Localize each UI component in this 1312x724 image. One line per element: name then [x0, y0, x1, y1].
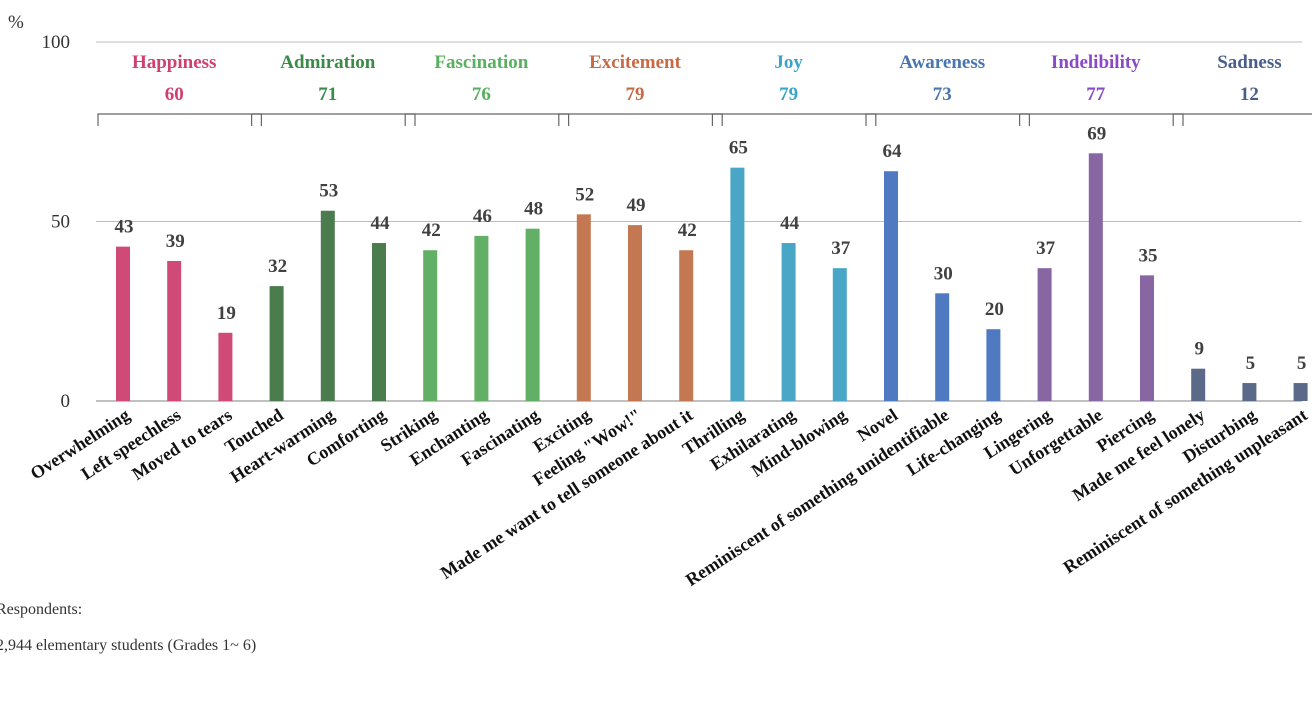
group-name-joy: Joy	[774, 52, 803, 73]
value-label: 53	[319, 181, 338, 202]
group-bracket	[711, 113, 877, 126]
group-name-happiness: Happiness	[132, 52, 216, 73]
group-total-happiness: 60	[165, 84, 184, 105]
bar-7	[474, 235, 489, 401]
bar-16	[935, 293, 950, 401]
bar-1	[167, 260, 182, 401]
group-bracket	[251, 113, 416, 126]
value-label: 9	[1194, 339, 1204, 360]
group-total-awareness: 73	[933, 84, 952, 105]
value-label: 30	[934, 263, 953, 284]
bar-14	[832, 268, 847, 401]
y-axis: 0 50 100%	[8, 12, 70, 412]
respondents-count: 2,944 elementary students (Grades 1~ 6)	[0, 637, 257, 654]
emotion-groups: Happiness 60 Admiration 71 Fascination 76 Exci…	[97, 52, 1312, 126]
value-labels: 43 39 19 32 53 44 42 46 48 52 49 42 65 44 37 64 30 20 37 69…	[115, 123, 1307, 374]
value-label: 46	[473, 206, 492, 227]
value-label: 69	[1087, 123, 1106, 144]
bar-19	[1088, 153, 1103, 401]
bar-2	[218, 332, 233, 401]
y-tick-label: 100	[42, 32, 71, 53]
group-total-indelibility: 77	[1086, 84, 1106, 105]
value-label: 65	[729, 138, 748, 159]
y-unit-label: %	[8, 12, 24, 33]
y-tick-label: 0	[61, 391, 71, 412]
bar-17	[986, 329, 1001, 401]
group-name-sadness: Sadness	[1217, 52, 1281, 73]
group-name-awareness: Awareness	[899, 52, 985, 73]
bar-15	[884, 171, 898, 401]
value-label: 37	[831, 238, 851, 259]
bar-23	[1293, 383, 1308, 401]
bar-9	[576, 214, 591, 401]
bar-0	[116, 246, 130, 401]
bar-11	[679, 250, 694, 401]
value-label: 19	[217, 303, 236, 324]
group-total-admiration: 71	[318, 84, 337, 105]
value-label: 20	[985, 299, 1004, 320]
group-total-sadness: 12	[1240, 84, 1259, 105]
bar-3	[269, 286, 284, 401]
value-label: 52	[575, 184, 594, 205]
group-total-excitement: 79	[626, 84, 645, 105]
value-label: 42	[678, 220, 697, 241]
value-label: 49	[627, 195, 646, 216]
group-name-indelibility: Indelibility	[1051, 52, 1141, 73]
value-label: 64	[883, 141, 903, 162]
value-label: 5	[1297, 353, 1307, 374]
bar-4	[320, 210, 335, 401]
bar-5	[372, 243, 386, 401]
group-name-fascination: Fascination	[434, 52, 528, 73]
value-label: 35	[1139, 245, 1158, 266]
bar-18	[1037, 268, 1052, 401]
bar-8	[525, 228, 540, 401]
value-label: 39	[166, 231, 185, 252]
value-label: 44	[371, 213, 391, 234]
respondents-label: Respondents:	[0, 601, 83, 618]
bar-22	[1242, 383, 1257, 401]
group-total-joy: 79	[779, 84, 798, 105]
value-label: 5	[1246, 353, 1256, 374]
value-label: 48	[524, 199, 543, 220]
group-name-excitement: Excitement	[589, 52, 681, 73]
group-bracket	[558, 113, 723, 126]
group-bracket	[1172, 113, 1312, 126]
value-label: 44	[780, 213, 800, 234]
bar-20	[1140, 275, 1154, 401]
bar-21	[1191, 368, 1206, 401]
group-total-fascination: 76	[472, 84, 491, 105]
group-bracket	[865, 113, 1030, 126]
value-label: 42	[422, 220, 441, 241]
bars	[116, 153, 1308, 401]
group-bracket	[1019, 113, 1184, 126]
group-name-admiration: Admiration	[280, 52, 375, 73]
bar-13	[781, 243, 796, 401]
bar-6	[423, 250, 438, 401]
group-bracket	[97, 113, 262, 126]
group-bracket	[404, 113, 570, 126]
bar-12	[730, 167, 745, 401]
bar-10	[628, 225, 642, 401]
value-label: 32	[268, 256, 287, 277]
value-label: 37	[1036, 238, 1056, 259]
y-tick-label: 50	[51, 212, 70, 233]
value-label: 43	[115, 217, 134, 238]
